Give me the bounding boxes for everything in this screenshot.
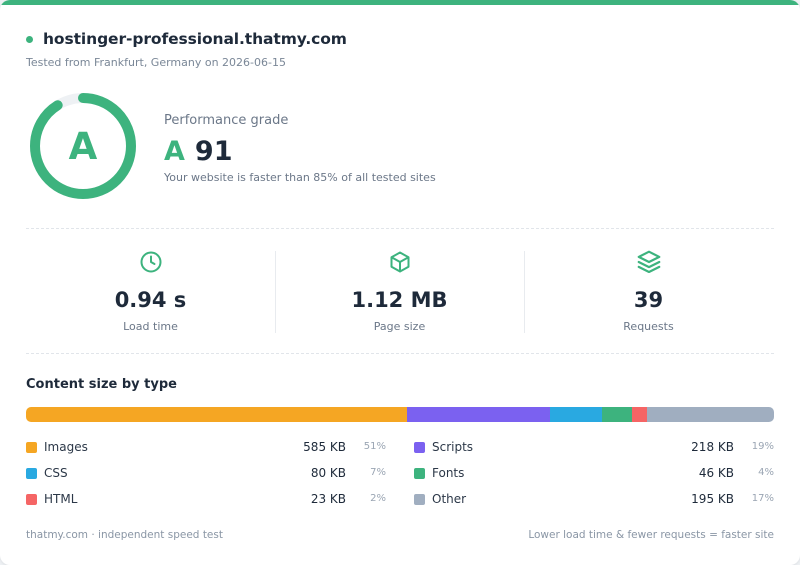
bar-segment-html bbox=[631, 407, 647, 422]
divider-middle bbox=[26, 353, 774, 354]
test-location-date: Tested from Frankfurt, Germany on 2026-0… bbox=[26, 56, 286, 69]
legend-percent: 2% bbox=[370, 493, 386, 504]
stat-separator bbox=[524, 251, 525, 333]
site-name[interactable]: hostinger-professional.thatmy.com bbox=[43, 30, 347, 48]
legend-item-scripts: Scripts 218 KB 19% bbox=[414, 440, 774, 466]
legend-size: 195 KB bbox=[691, 492, 734, 506]
bar-segment-scripts bbox=[407, 407, 550, 422]
legend-item-images: Images 585 KB 51% bbox=[26, 440, 386, 466]
gauge-arc bbox=[30, 93, 136, 199]
site-header: hostinger-professional.thatmy.com bbox=[26, 30, 347, 48]
grade-block: Performance grade A 91 Your website is f… bbox=[164, 113, 436, 184]
stat-load-time: 0.94 s Load time bbox=[26, 248, 275, 333]
legend-name: HTML bbox=[44, 492, 78, 506]
page-size-label: Page size bbox=[373, 320, 426, 333]
legend-size: 80 KB bbox=[310, 466, 346, 480]
legend-name: Fonts bbox=[432, 466, 465, 480]
gauge-grade-letter: A bbox=[69, 125, 98, 168]
bar-segment-fonts bbox=[601, 407, 632, 422]
stat-separator bbox=[275, 251, 276, 333]
legend-percent: 4% bbox=[758, 467, 774, 478]
requests-label: Requests bbox=[623, 320, 674, 333]
box-icon bbox=[275, 248, 524, 276]
footer-note: Lower load time & fewer requests = faste… bbox=[528, 529, 774, 541]
legend-left: Images 585 KB 51% CSS 80 KB 7% HTML 23 K… bbox=[26, 440, 386, 518]
legend-item-css: CSS 80 KB 7% bbox=[26, 466, 386, 492]
grade-letter: A bbox=[164, 136, 185, 167]
stat-requests: 39 Requests bbox=[524, 248, 773, 333]
legend-swatch bbox=[26, 468, 37, 479]
grade-label: Performance grade bbox=[164, 113, 289, 128]
legend-swatch bbox=[414, 494, 425, 505]
grade-row: A 91 bbox=[164, 136, 436, 167]
legend-right: Scripts 218 KB 19% Fonts 46 KB 4% Other … bbox=[414, 440, 774, 518]
load-time-value: 0.94 s bbox=[114, 288, 187, 312]
legend-percent: 7% bbox=[370, 467, 386, 478]
layers-icon bbox=[524, 248, 773, 276]
clock-icon bbox=[26, 248, 275, 276]
bar-segment-other bbox=[646, 407, 774, 422]
legend-size: 218 KB bbox=[691, 440, 734, 454]
page-size-value: 1.12 MB bbox=[351, 288, 448, 312]
content-size-bar bbox=[26, 407, 774, 422]
legend-percent: 51% bbox=[363, 441, 386, 452]
divider-top bbox=[26, 228, 774, 229]
legend-name: CSS bbox=[44, 466, 68, 480]
requests-value: 39 bbox=[633, 288, 664, 312]
legend-swatch bbox=[414, 442, 425, 453]
legend-percent: 19% bbox=[751, 441, 774, 452]
legend-swatch bbox=[414, 468, 425, 479]
grade-score: 91 bbox=[194, 136, 233, 167]
legend-name: Images bbox=[44, 440, 88, 454]
legend-swatch bbox=[26, 494, 37, 505]
grade-description: Your website is faster than 85% of all t… bbox=[164, 171, 436, 184]
content-size-title: Content size by type bbox=[26, 377, 177, 392]
legend-name: Other bbox=[432, 492, 467, 506]
legend-name: Scripts bbox=[432, 440, 474, 454]
legend-swatch bbox=[26, 442, 37, 453]
legend-item-fonts: Fonts 46 KB 4% bbox=[414, 466, 774, 492]
footer-credit[interactable]: thatmy.com · independent speed test bbox=[26, 529, 223, 541]
legend-percent: 17% bbox=[751, 493, 774, 504]
status-dot bbox=[26, 35, 33, 43]
load-time-label: Load time bbox=[123, 320, 178, 333]
grade-gauge: A bbox=[30, 93, 136, 199]
legend-size: 23 KB bbox=[310, 492, 346, 506]
legend-item-other: Other 195 KB 17% bbox=[414, 492, 774, 518]
legend-size: 46 KB bbox=[698, 466, 734, 480]
stat-page-size: 1.12 MB Page size bbox=[275, 248, 524, 333]
bar-segment-css bbox=[549, 407, 602, 422]
legend-item-html: HTML 23 KB 2% bbox=[26, 492, 386, 518]
legend-size: 585 KB bbox=[303, 440, 346, 454]
top-accent-bar bbox=[0, 0, 800, 5]
bar-segment-images bbox=[26, 407, 408, 422]
